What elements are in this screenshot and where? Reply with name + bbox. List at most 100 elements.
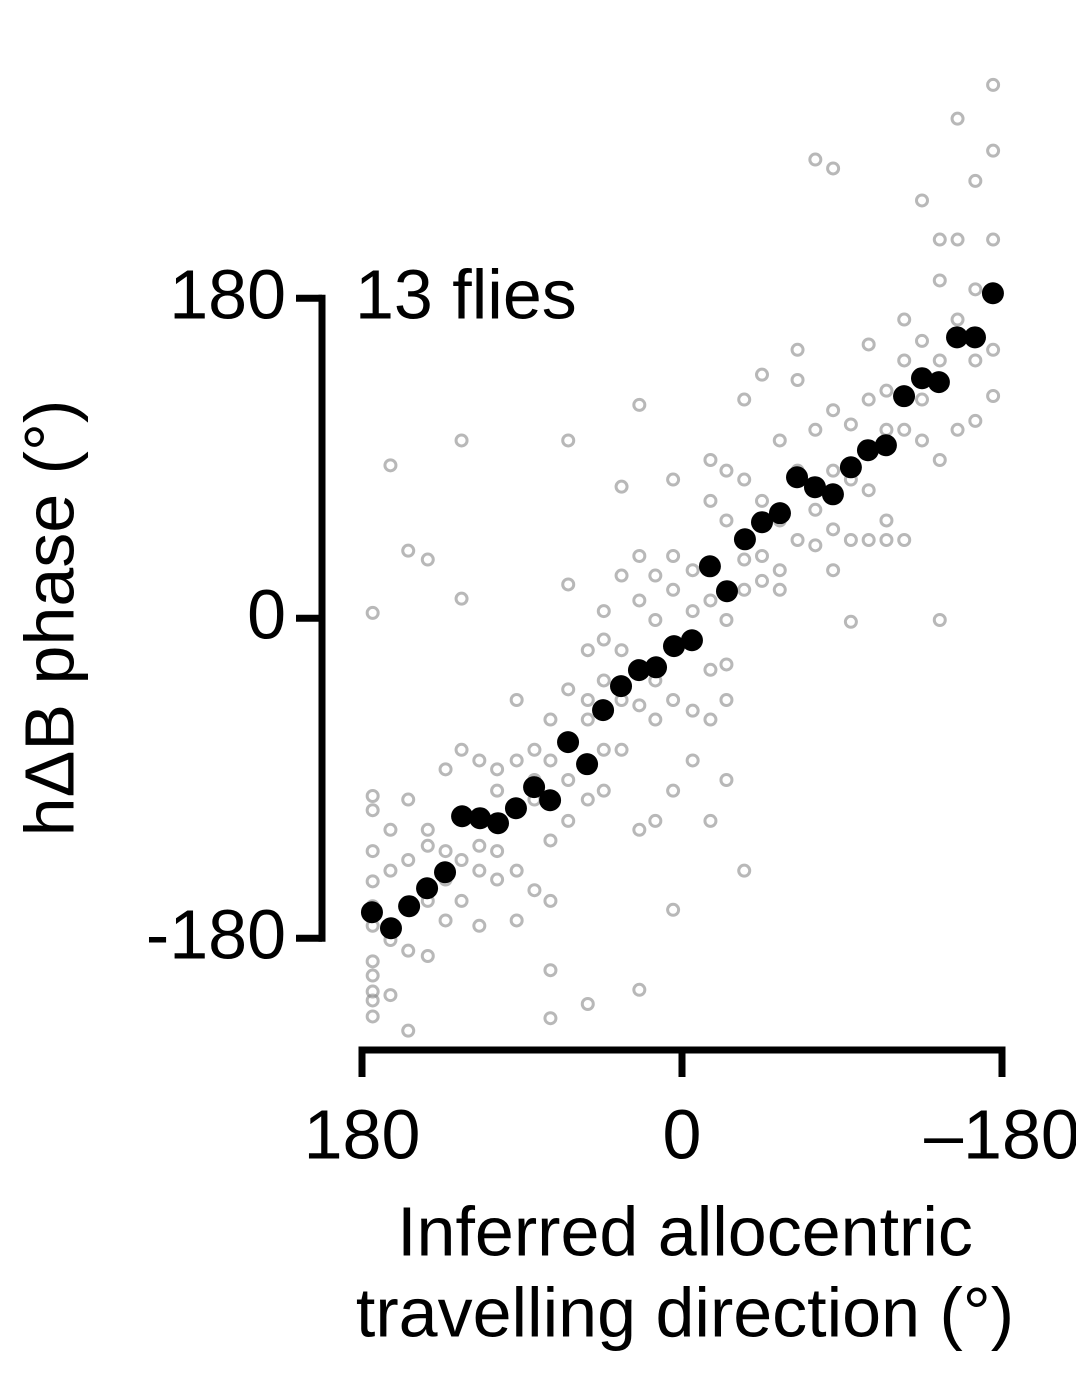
data-point: [580, 792, 595, 807]
data-point: [454, 591, 469, 606]
data-point: [401, 1023, 416, 1038]
data-point: [932, 353, 947, 368]
data-point: [648, 613, 663, 627]
mean-point: [946, 326, 969, 349]
data-point: [986, 77, 1001, 92]
mean-point: [963, 326, 986, 349]
mean-point: [539, 789, 562, 812]
data-point: [950, 111, 965, 126]
data-point: [383, 863, 398, 878]
data-point: [648, 813, 663, 828]
data-point: [968, 413, 983, 428]
mean-point: [839, 456, 862, 479]
data-point: [986, 342, 1001, 357]
data-point: [561, 813, 576, 828]
mean-point: [504, 797, 527, 820]
data-point: [614, 742, 629, 757]
data-point: [383, 822, 398, 837]
data-point: [561, 577, 576, 592]
data-point: [915, 433, 929, 448]
data-point: [472, 753, 487, 768]
data-point: [632, 397, 647, 412]
data-point: [543, 963, 558, 978]
y-tick-label: 0: [247, 576, 286, 654]
data-point: [401, 543, 416, 558]
data-point: [719, 693, 734, 707]
data-point: [365, 874, 380, 889]
data-point: [596, 742, 611, 757]
data-point: [438, 762, 453, 777]
data-point: [596, 783, 611, 798]
data-point: [703, 662, 718, 677]
data-point: [509, 753, 524, 768]
data-point: [401, 943, 416, 958]
data-point: [420, 552, 435, 567]
data-point: [596, 673, 611, 688]
mean-point: [893, 385, 916, 408]
mean-point: [715, 580, 738, 603]
data-point: [472, 863, 487, 878]
data-point: [685, 604, 700, 619]
data-point: [950, 312, 965, 327]
data-point: [401, 792, 416, 807]
data-point: [420, 822, 435, 837]
data-point: [755, 549, 769, 563]
data-point: [932, 613, 947, 627]
data-point: [808, 152, 823, 167]
mean-point: [663, 635, 685, 658]
data-point: [509, 913, 524, 928]
data-point: [968, 282, 983, 297]
data-point: [580, 997, 595, 1011]
mean-point: [874, 434, 897, 457]
data-point: [454, 433, 469, 448]
data-point: [772, 433, 787, 448]
data-point: [666, 902, 681, 917]
data-point: [632, 593, 647, 608]
data-point: [737, 392, 752, 407]
data-point: [755, 573, 769, 588]
data-point: [879, 513, 894, 528]
data-point: [666, 549, 681, 563]
mean-point: [680, 629, 703, 652]
data-point: [826, 522, 841, 537]
data-point: [685, 563, 700, 578]
data-point: [826, 463, 841, 478]
data-point: [666, 693, 681, 707]
data-point: [648, 568, 663, 583]
data-point: [932, 232, 947, 247]
data-point: [843, 417, 858, 432]
mean-point: [434, 861, 457, 884]
mean-point: [592, 699, 615, 722]
data-point: [561, 433, 576, 448]
mean-point: [451, 805, 474, 828]
data-point: [986, 232, 1001, 247]
data-point: [772, 563, 787, 578]
mean-point: [487, 812, 509, 835]
data-point: [543, 753, 558, 768]
data-point: [879, 422, 894, 437]
mean-point: [698, 555, 721, 578]
data-point: [614, 479, 629, 494]
data-point: [950, 422, 965, 437]
mean-point: [416, 877, 439, 900]
data-point: [861, 337, 876, 352]
data-point: [843, 533, 858, 547]
data-point: [703, 813, 718, 828]
mean-point: [576, 753, 599, 776]
data-point: [879, 383, 894, 398]
y-axis-label: hΔB phase (°): [10, 400, 88, 837]
data-point: [897, 353, 912, 368]
data-point: [632, 549, 647, 563]
mean-point: [751, 511, 773, 534]
data-point: [365, 789, 380, 803]
data-point: [365, 993, 380, 1008]
data-point: [719, 773, 734, 787]
data-point: [454, 893, 469, 908]
data-point: [490, 872, 505, 887]
mean-point: [557, 731, 580, 754]
y-tick-label: 180: [169, 256, 286, 334]
data-point: [454, 853, 469, 867]
data-point: [490, 762, 505, 777]
data-point: [438, 844, 453, 859]
data-point: [420, 838, 435, 853]
